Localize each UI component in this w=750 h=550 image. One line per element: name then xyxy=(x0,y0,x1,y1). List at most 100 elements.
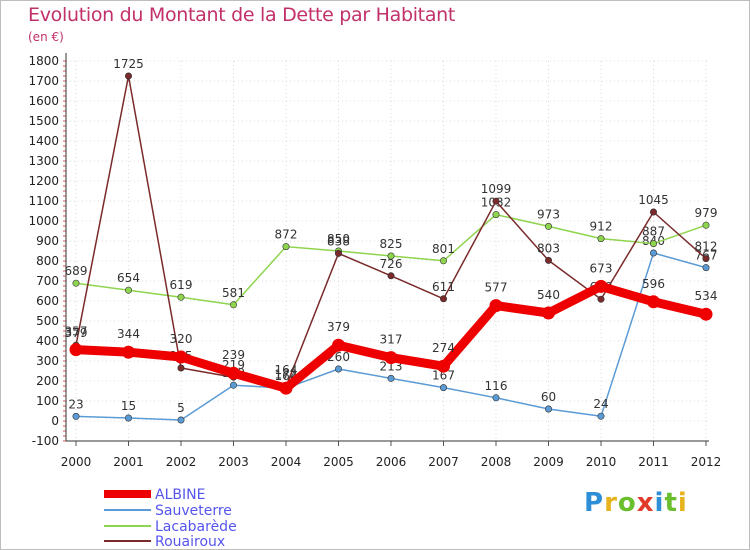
point-albine xyxy=(384,351,398,365)
data-label-sauveterre: 15 xyxy=(121,399,136,413)
y-tick-label: 1800 xyxy=(28,54,59,68)
x-tick-label: 2003 xyxy=(218,455,249,469)
point-sauveterre xyxy=(334,365,342,373)
point-albine xyxy=(437,359,450,373)
y-tick-label: 500 xyxy=(36,314,59,328)
point-albine xyxy=(594,279,608,293)
data-label-lacabarede: 973 xyxy=(537,207,560,221)
point-albine xyxy=(279,381,293,395)
point-albine xyxy=(227,366,240,380)
data-label-lacabarede: 850 xyxy=(327,232,350,246)
data-label-rouairoux: 803 xyxy=(537,241,560,255)
y-tick-label: 1000 xyxy=(28,214,59,228)
x-tick-label: 2012 xyxy=(691,455,722,469)
logo-letter: r xyxy=(604,488,618,518)
x-tick-label: 2004 xyxy=(271,455,302,469)
point-lacabarede xyxy=(702,221,710,229)
point-lacabarede xyxy=(177,293,185,301)
point-rouairoux xyxy=(125,72,133,80)
point-sauveterre xyxy=(544,405,552,413)
point-sauveterre xyxy=(492,394,500,402)
y-tick-label: 1200 xyxy=(28,174,59,188)
point-rouairoux xyxy=(544,256,552,264)
data-label-albine: 540 xyxy=(537,288,560,302)
data-label-albine: 379 xyxy=(327,320,350,334)
point-sauveterre xyxy=(177,416,185,424)
y-tick-label: 1300 xyxy=(28,154,59,168)
data-label-albine: 164 xyxy=(275,363,298,377)
data-label-sauveterre: 60 xyxy=(541,390,556,404)
data-label-rouairoux: 838 xyxy=(327,234,350,248)
point-rouairoux xyxy=(492,197,500,205)
x-tick-label: 2006 xyxy=(376,455,407,469)
point-lacabarede xyxy=(597,235,605,243)
point-albine xyxy=(122,345,135,359)
y-tick-label: 0 xyxy=(51,414,59,428)
x-tick-label: 2008 xyxy=(481,455,512,469)
data-label-lacabarede: 825 xyxy=(380,237,403,251)
data-label-lacabarede: 801 xyxy=(432,242,455,256)
point-lacabarede xyxy=(387,252,395,260)
point-albine xyxy=(542,306,555,320)
legend-label-albine: ALBINE xyxy=(155,487,205,503)
x-tick-label: 2005 xyxy=(323,455,354,469)
point-lacabarede xyxy=(649,240,657,248)
x-tick-label: 2009 xyxy=(533,455,564,469)
point-albine xyxy=(332,338,345,352)
data-label-lacabarede: 654 xyxy=(117,271,140,285)
point-lacabarede xyxy=(439,257,447,265)
point-rouairoux xyxy=(334,249,342,257)
y-tick-label: 1400 xyxy=(28,134,59,148)
unit-label: (en €) xyxy=(28,30,64,44)
data-label-albine: 357 xyxy=(65,325,88,339)
point-albine xyxy=(69,343,83,357)
logo-letter: t xyxy=(664,488,678,518)
y-tick-label: 400 xyxy=(36,334,59,348)
y-tick-label: 800 xyxy=(36,254,59,268)
data-label-rouairoux: 812 xyxy=(695,240,718,254)
data-label-sauveterre: 167 xyxy=(432,369,455,383)
point-sauveterre xyxy=(597,412,605,420)
chart-title: Evolution du Montant de la Dette par Hab… xyxy=(28,4,456,26)
point-sauveterre xyxy=(439,384,447,392)
point-rouairoux xyxy=(702,255,710,263)
y-tick-label: 1700 xyxy=(28,74,59,88)
point-rouairoux xyxy=(439,295,447,303)
logo-letter: x xyxy=(636,488,655,518)
logo-letter: o xyxy=(617,488,637,518)
y-tick-label: 300 xyxy=(36,354,59,368)
y-tick-label: 100 xyxy=(36,394,59,408)
data-label-rouairoux: 611 xyxy=(432,280,455,294)
data-label-albine: 317 xyxy=(380,333,403,347)
data-label-rouairoux: 1099 xyxy=(481,182,512,196)
point-albine xyxy=(489,299,503,313)
point-albine xyxy=(647,295,660,309)
x-tick-label: 2007 xyxy=(428,455,459,469)
data-label-albine: 320 xyxy=(170,332,193,346)
point-sauveterre xyxy=(125,414,133,422)
point-lacabarede xyxy=(230,301,238,309)
data-label-sauveterre: 116 xyxy=(485,379,508,393)
x-tick-label: 2000 xyxy=(61,455,92,469)
point-rouairoux xyxy=(177,364,185,372)
data-label-albine: 596 xyxy=(642,277,665,291)
data-label-lacabarede: 979 xyxy=(695,206,718,220)
y-tick-label: 900 xyxy=(36,234,59,248)
y-tick-label: 1600 xyxy=(28,94,59,108)
logo-letter: P xyxy=(584,488,605,518)
x-tick-label: 2011 xyxy=(638,455,669,469)
y-tick-label: 1500 xyxy=(28,114,59,128)
point-lacabarede xyxy=(125,286,133,294)
y-tick-label: 1100 xyxy=(28,194,59,208)
data-label-sauveterre: 24 xyxy=(593,397,608,411)
x-tick-label: 2002 xyxy=(166,455,197,469)
data-label-rouairoux: 1725 xyxy=(113,57,144,71)
logo-letter: i xyxy=(677,488,688,518)
point-lacabarede xyxy=(492,211,500,219)
proxiti-logo: Proxiti xyxy=(584,488,688,518)
point-lacabarede xyxy=(544,222,552,230)
y-tick-label: 600 xyxy=(36,294,59,308)
data-label-lacabarede: 689 xyxy=(65,264,88,278)
point-sauveterre xyxy=(649,249,657,257)
